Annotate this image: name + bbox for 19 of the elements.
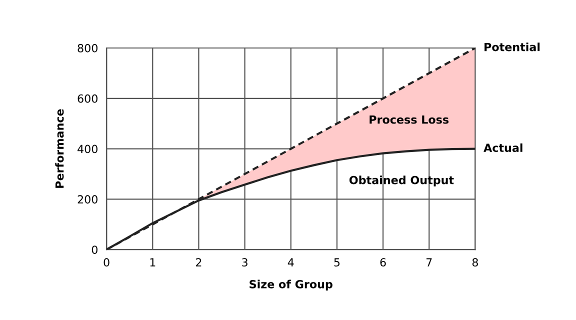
x-tick-label: 1 <box>150 258 156 266</box>
y-tick-label: 400 <box>78 144 98 154</box>
y-tick-label: 800 <box>78 44 98 52</box>
series-label: Actual <box>484 143 522 152</box>
x-tick-label: 6 <box>380 258 386 267</box>
x-tick-label: 3 <box>242 258 248 267</box>
series-label: Potential <box>484 42 540 52</box>
x-tick-label: 2 <box>196 258 202 266</box>
y-axis-title: Performance <box>55 109 64 188</box>
x-tick-label: 5 <box>334 258 340 267</box>
x-tick-label: 7 <box>426 258 432 266</box>
x-tick-label: 0 <box>104 258 110 267</box>
annotation: Process Loss <box>370 116 449 124</box>
y-tick-label: 200 <box>78 195 98 204</box>
x-axis-title: Size of Group <box>250 280 332 291</box>
x-tick-label: 4 <box>288 258 294 266</box>
y-tick-label: 0 <box>92 246 98 254</box>
y-tick-label: 600 <box>78 94 98 103</box>
x-tick-label: 8 <box>472 258 478 267</box>
